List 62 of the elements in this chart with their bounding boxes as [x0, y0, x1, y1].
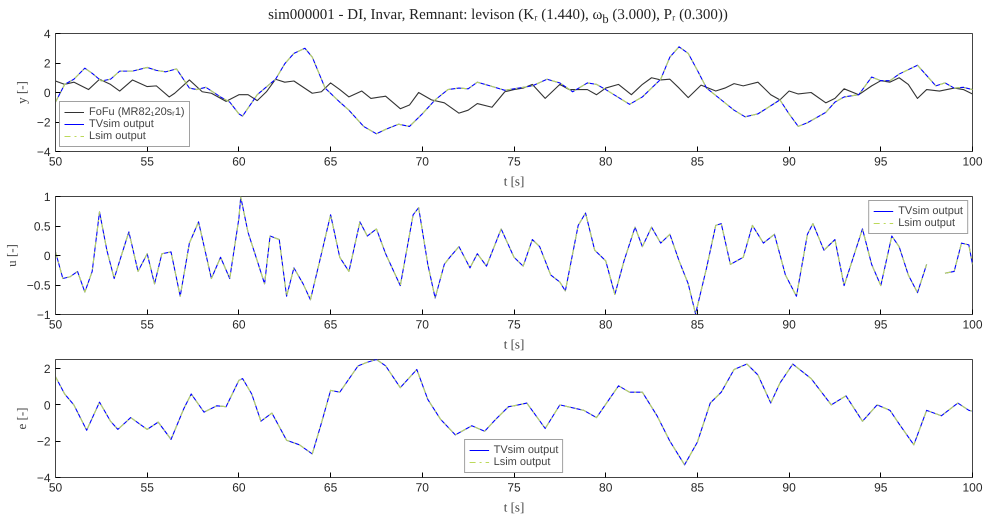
- x-tick-label: 70: [416, 480, 430, 494]
- x-tick-label: 85: [690, 318, 704, 332]
- y-tick-label: −4: [36, 145, 51, 159]
- x-tick-label: 100: [962, 154, 983, 168]
- y-tick-label: 2: [44, 362, 51, 376]
- x-tick-label: 65: [324, 318, 338, 332]
- x-tick-label: 75: [507, 318, 521, 332]
- x-tick-label: 85: [690, 154, 704, 168]
- x-tick-label: 100: [962, 480, 983, 494]
- x-tick-label: 95: [874, 480, 888, 494]
- legend-label: Lsim output: [898, 217, 956, 229]
- x-tick-label: 90: [782, 480, 796, 494]
- x-tick-label: 55: [140, 154, 154, 168]
- x-axis-title: t [s]: [504, 174, 524, 188]
- y-tick-label: −4: [36, 471, 51, 485]
- x-tick-label: 60: [232, 318, 246, 332]
- y-tick-label: −2: [36, 116, 51, 130]
- legend-label: TVsim output: [494, 444, 558, 456]
- x-tick-label: 55: [140, 480, 154, 494]
- y-tick-label: 0: [44, 249, 51, 263]
- x-tick-label: 65: [324, 480, 338, 494]
- y-tick-label: −0.5: [26, 278, 51, 292]
- y-tick-label: −2: [36, 434, 51, 449]
- y-tick-label: 2: [44, 56, 51, 70]
- x-tick-label: 70: [416, 318, 430, 332]
- x-tick-label: 70: [416, 154, 430, 168]
- x-tick-label: 85: [690, 480, 704, 494]
- legend-label: FoFu (MR82₁20sᵣ1): [89, 106, 185, 118]
- line-series: [56, 360, 972, 466]
- x-tick-label: 60: [232, 154, 246, 168]
- x-tick-label: 90: [782, 154, 796, 168]
- x-tick-label: 50: [48, 480, 62, 494]
- x-tick-label: 50: [48, 318, 62, 332]
- y-tick-label: 0.5: [34, 220, 51, 234]
- y-tick-label: 0: [44, 86, 51, 100]
- x-tick-label: 100: [962, 318, 983, 332]
- x-tick-label: 75: [507, 154, 521, 168]
- x-tick-label: 95: [874, 154, 888, 168]
- x-tick-label: 60: [232, 480, 246, 494]
- chart-title: sim000001 - DI, Invar, Remnant: levison (Kᵣ (1.440), ω$_{b}$ (3.000), Pᵣ (0.300)): [268, 6, 728, 28]
- x-tick-label: 80: [599, 154, 613, 168]
- y-tick-label: 4: [44, 27, 51, 41]
- x-tick-label: 80: [599, 480, 613, 494]
- y-tick-label: 1: [44, 190, 51, 204]
- legend-label: TVsim output: [89, 118, 154, 130]
- x-axis-title: t [s]: [504, 336, 524, 352]
- legend-label: Lsim output: [89, 130, 146, 142]
- x-tick-label: 95: [874, 318, 888, 332]
- x-tick-label: 75: [507, 480, 521, 494]
- x-tick-label: 90: [782, 318, 796, 332]
- x-tick-label: 80: [599, 318, 613, 332]
- y-tick-label: 0: [44, 398, 51, 412]
- x-tick-label: 65: [324, 154, 338, 168]
- legend-label: Lsim output: [494, 456, 550, 468]
- y-axis-title: e [-]: [14, 407, 29, 430]
- y-axis-title: u [-]: [4, 244, 19, 267]
- x-axis-title: t [s]: [504, 500, 524, 514]
- x-tick-label: 55: [140, 318, 154, 332]
- legend-label: TVsim output: [898, 205, 963, 217]
- y-tick-label: −1: [36, 308, 51, 322]
- y-axis-title: y [-]: [14, 81, 29, 104]
- x-tick-label: 50: [48, 154, 62, 168]
